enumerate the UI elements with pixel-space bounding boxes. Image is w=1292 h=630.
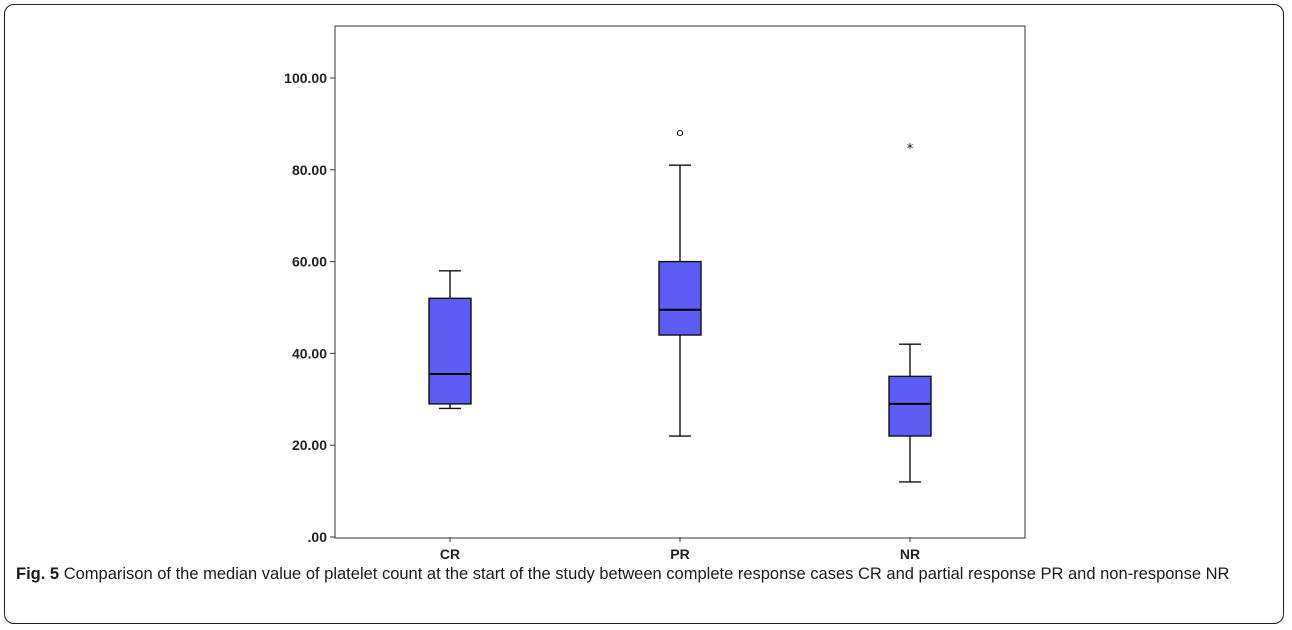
box-iqr bbox=[658, 260, 702, 336]
box-iqr bbox=[428, 297, 472, 405]
figure-caption-text: Comparison of the median value of platel… bbox=[63, 565, 1230, 583]
box-iqr bbox=[888, 375, 932, 437]
y-tick-label: 60.00 bbox=[292, 254, 327, 270]
boxes-group: * bbox=[428, 129, 932, 483]
y-tick-label: 100.00 bbox=[284, 70, 327, 86]
extreme-point: * bbox=[907, 142, 914, 157]
x-tick-label: PR bbox=[670, 546, 689, 560]
figure-caption: Fig. 5 Comparison of the median value of… bbox=[16, 562, 1278, 586]
box-cr bbox=[428, 270, 472, 410]
figure-frame bbox=[4, 4, 1284, 624]
x-tick-label: NR bbox=[900, 546, 920, 560]
y-axis: .00 20.00 40.00 60.00 80.00 100.00 bbox=[284, 70, 335, 545]
y-tick-label: 40.00 bbox=[292, 345, 327, 361]
box-plot-chart: .00 20.00 40.00 60.00 80.00 100.00 CR PR NR * bbox=[284, 25, 1026, 560]
y-tick-label: 80.00 bbox=[292, 162, 327, 178]
y-tick-label: 20.00 bbox=[292, 437, 327, 453]
x-axis: CR PR NR bbox=[440, 537, 920, 560]
x-tick-label: CR bbox=[440, 546, 460, 560]
box-nr: * bbox=[888, 142, 932, 483]
figure-label: Fig. 5 bbox=[16, 565, 60, 583]
outlier-point bbox=[676, 129, 684, 137]
y-tick-label: .00 bbox=[308, 529, 328, 545]
box-pr bbox=[658, 129, 702, 437]
